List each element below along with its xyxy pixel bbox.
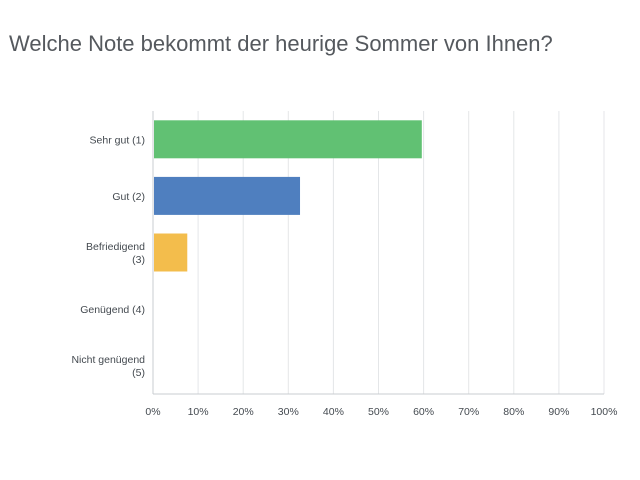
x-tick-label: 50% xyxy=(368,406,389,418)
category-label: Sehr gut (1) xyxy=(90,134,145,146)
bar xyxy=(154,120,422,159)
x-tick-label: 100% xyxy=(591,406,618,418)
bar xyxy=(154,176,301,215)
bar xyxy=(154,233,188,272)
x-tick-label: 0% xyxy=(145,406,160,418)
x-tick-label: 30% xyxy=(278,406,299,418)
category-label: Genügend (4) xyxy=(80,304,145,316)
category-label: Gut (2) xyxy=(112,191,145,203)
category-labels: Sehr gut (1) Gut (2) Befriedigend(3) Genüge… xyxy=(71,134,145,379)
category-label: (5) xyxy=(132,367,145,379)
category-label: Befriedigend xyxy=(86,241,145,253)
bars xyxy=(154,120,422,272)
x-tick-label: 90% xyxy=(548,406,569,418)
x-tick-label: 40% xyxy=(323,406,344,418)
category-label: (3) xyxy=(132,254,145,266)
x-tick-label: 80% xyxy=(503,406,524,418)
x-tick-label: 60% xyxy=(413,406,434,418)
x-tick-label: 20% xyxy=(233,406,254,418)
x-tick-label: 70% xyxy=(458,406,479,418)
x-tick-label: 10% xyxy=(188,406,209,418)
chart-title: Welche Note bekommt der heurige Sommer v… xyxy=(9,31,553,56)
x-tick-labels: 0% 10% 20% 30% 40% 50% 60% 70% 80% 90% 100% xyxy=(145,406,617,418)
axes xyxy=(152,111,604,395)
category-label: Nicht genügend xyxy=(71,354,145,366)
